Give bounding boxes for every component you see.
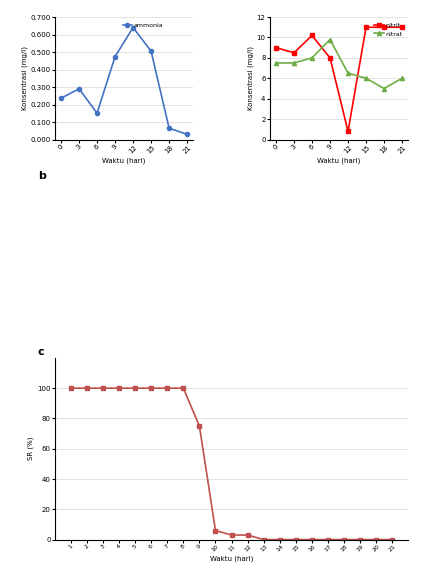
Text: b: b	[38, 171, 46, 181]
Legend: nitrit, nitrat: nitrit, nitrat	[372, 20, 405, 39]
Line: ammonia: ammonia	[59, 26, 189, 136]
Text: c: c	[38, 347, 45, 357]
ammonia	[184, 131, 189, 137]
nitrat	[274, 60, 279, 66]
nitrit	[400, 24, 405, 31]
nitrit	[381, 24, 386, 31]
nitrat	[291, 60, 296, 66]
nitrat	[346, 70, 351, 77]
nitrit	[274, 44, 279, 51]
Line: nitrat: nitrat	[274, 37, 404, 90]
Legend: ammonia: ammonia	[120, 20, 166, 31]
ammonia	[95, 110, 100, 116]
ammonia	[131, 24, 136, 31]
Line: nitrit: nitrit	[274, 25, 404, 133]
nitrat	[363, 75, 368, 82]
ammonia	[149, 48, 154, 55]
nitrat	[328, 36, 333, 43]
ammonia	[59, 95, 64, 102]
X-axis label: Waktu (hari): Waktu (hari)	[317, 157, 361, 164]
nitrit	[291, 49, 296, 56]
nitrit	[328, 55, 333, 61]
nitrit	[309, 32, 314, 39]
Y-axis label: Konsentrasi (mg/l): Konsentrasi (mg/l)	[247, 47, 254, 110]
nitrat	[400, 75, 405, 82]
Y-axis label: Konsentrasi (mg/l): Konsentrasi (mg/l)	[21, 47, 27, 110]
nitrit	[363, 24, 368, 31]
ammonia	[112, 53, 117, 60]
nitrit	[346, 128, 351, 135]
nitrat	[309, 55, 314, 61]
Y-axis label: SR (%): SR (%)	[28, 437, 34, 461]
X-axis label: Waktu (hari): Waktu (hari)	[210, 556, 253, 562]
ammonia	[77, 85, 82, 92]
ammonia	[167, 125, 172, 132]
X-axis label: Waktu (hari): Waktu (hari)	[102, 157, 146, 164]
nitrat	[381, 85, 386, 92]
